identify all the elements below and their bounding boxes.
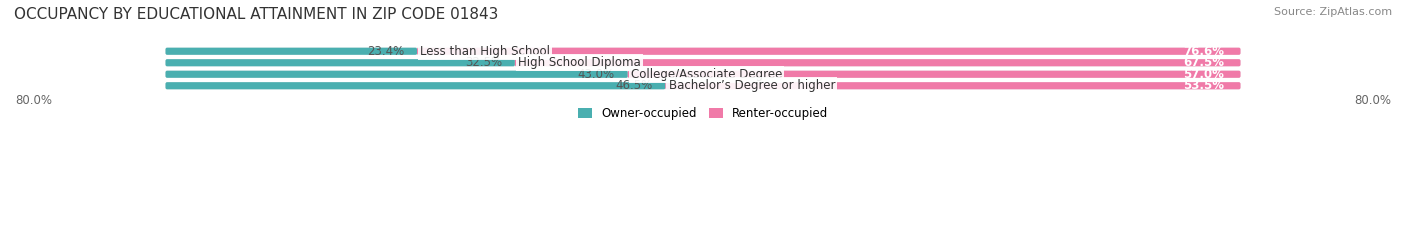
FancyBboxPatch shape bbox=[418, 48, 1240, 55]
FancyBboxPatch shape bbox=[166, 71, 1240, 78]
Text: Source: ZipAtlas.com: Source: ZipAtlas.com bbox=[1274, 7, 1392, 17]
FancyBboxPatch shape bbox=[166, 82, 665, 89]
Text: 43.0%: 43.0% bbox=[578, 68, 614, 81]
Legend: Owner-occupied, Renter-occupied: Owner-occupied, Renter-occupied bbox=[578, 107, 828, 120]
Text: OCCUPANCY BY EDUCATIONAL ATTAINMENT IN ZIP CODE 01843: OCCUPANCY BY EDUCATIONAL ATTAINMENT IN Z… bbox=[14, 7, 499, 22]
Text: 57.0%: 57.0% bbox=[1184, 68, 1225, 81]
Text: 23.4%: 23.4% bbox=[367, 45, 404, 58]
FancyBboxPatch shape bbox=[665, 82, 1240, 89]
Text: 80.0%: 80.0% bbox=[1354, 94, 1391, 107]
FancyBboxPatch shape bbox=[166, 82, 1240, 89]
FancyBboxPatch shape bbox=[166, 48, 418, 55]
Text: 76.6%: 76.6% bbox=[1184, 45, 1225, 58]
Text: 80.0%: 80.0% bbox=[15, 94, 52, 107]
FancyBboxPatch shape bbox=[166, 71, 627, 78]
Text: High School Diploma: High School Diploma bbox=[517, 56, 641, 69]
FancyBboxPatch shape bbox=[166, 59, 1240, 66]
Text: 32.5%: 32.5% bbox=[465, 56, 502, 69]
Text: 46.5%: 46.5% bbox=[616, 79, 652, 92]
FancyBboxPatch shape bbox=[166, 48, 1240, 55]
FancyBboxPatch shape bbox=[627, 71, 1240, 78]
Text: Bachelor’s Degree or higher: Bachelor’s Degree or higher bbox=[669, 79, 835, 92]
Text: 67.5%: 67.5% bbox=[1184, 56, 1225, 69]
FancyBboxPatch shape bbox=[166, 59, 515, 66]
FancyBboxPatch shape bbox=[515, 59, 1240, 66]
Text: 53.5%: 53.5% bbox=[1184, 79, 1225, 92]
Text: Less than High School: Less than High School bbox=[420, 45, 550, 58]
Text: College/Associate Degree: College/Associate Degree bbox=[631, 68, 782, 81]
